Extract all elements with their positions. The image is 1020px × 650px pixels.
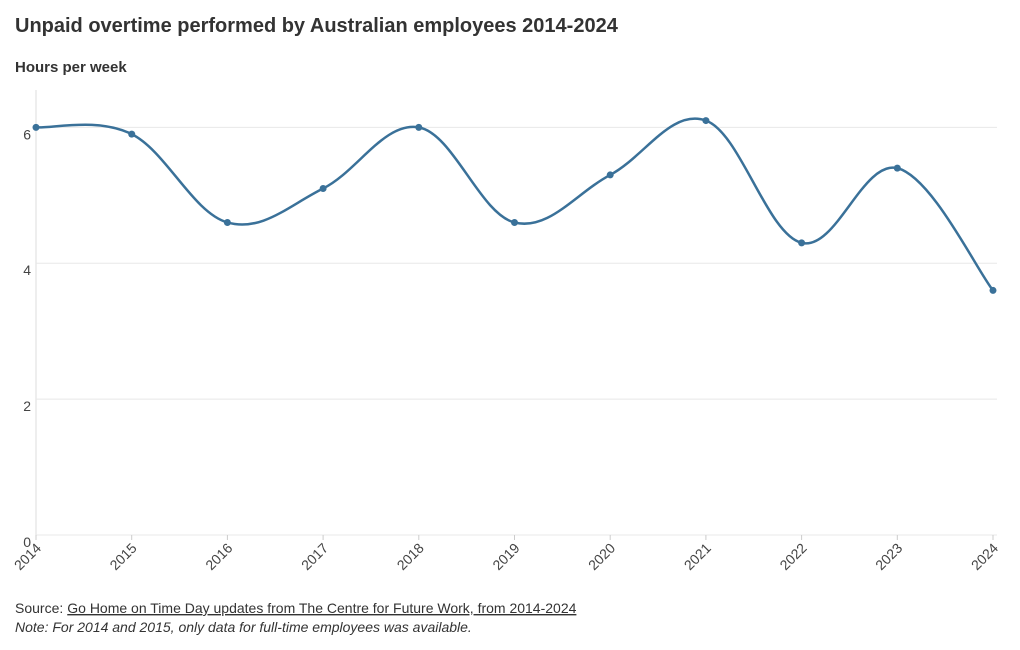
x-tick-label: 2019 [489,540,522,573]
chart-title: Unpaid overtime performed by Australian … [15,15,619,37]
note: Note: For 2014 and 2015, only data for f… [15,619,472,635]
x-tick-label: 2021 [681,540,714,573]
x-tick-label: 2020 [585,540,618,573]
point [319,185,327,193]
x-tick-label: 2014 [11,540,44,573]
source-label: Source: [15,600,63,616]
point [32,123,40,131]
x-tick-label: 2023 [872,540,905,573]
y-axis-label: Hours per week [15,59,127,76]
point [128,130,136,138]
y-tick-label: 2 [23,398,31,414]
x-tick-label: 2022 [776,540,809,573]
point [798,239,806,247]
line [35,117,994,292]
source-link[interactable]: Go Home on Time Day updates from The Cen… [67,600,576,616]
x-tick-label: 2024 [968,540,1001,573]
point [893,164,901,172]
plot: 0 2 4 6 2014 2015 2016 2017 2018 2019 2020 2021 2022… [11,117,1001,573]
point [415,123,423,131]
point [223,218,231,226]
point [606,171,614,179]
point [511,218,518,226]
y-tick-label: 4 [23,262,31,278]
point [989,286,997,294]
y-tick-label: 0 [23,534,31,550]
x-tick-label: 2018 [394,540,427,573]
y-tick-label: 6 [23,126,31,142]
point [702,117,710,125]
x-tick-label: 2017 [298,540,331,573]
x-tick-label: 2016 [202,540,235,573]
x-tick-label: 2015 [106,540,139,573]
